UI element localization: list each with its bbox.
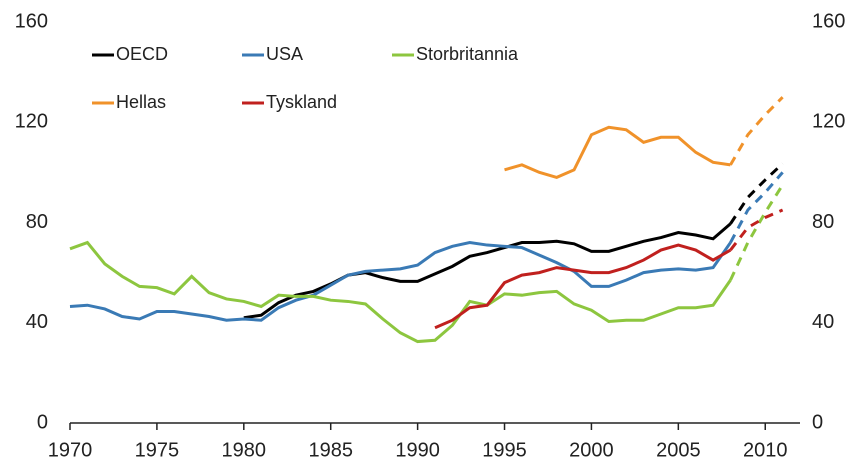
x-tick-label: 1980 [222, 439, 267, 461]
forecast-line [729, 208, 784, 251]
forecast-line [729, 171, 784, 244]
series-line [504, 125, 731, 179]
series-line [243, 222, 732, 320]
forecast-line [729, 184, 784, 281]
y2-tick-label: 40 [812, 311, 834, 333]
forecast-line [729, 162, 784, 225]
legend-label: Storbritannia [416, 44, 519, 64]
forecast-line [729, 96, 784, 166]
series-line [69, 241, 732, 322]
legend-label: Hellas [116, 92, 166, 112]
legend-label: OECD [116, 44, 168, 64]
legend-label: USA [266, 44, 303, 64]
y2-tick-label: 160 [812, 10, 845, 32]
y-tick-label: 0 [37, 411, 48, 433]
y2-tick-label: 0 [812, 411, 823, 433]
x-tick-label: 1995 [482, 439, 527, 461]
y-tick-label: 40 [26, 311, 48, 333]
x-tick-label: 1985 [308, 439, 353, 461]
series-line [434, 243, 732, 330]
y-tick-label: 160 [15, 10, 48, 32]
x-tick-label: 2000 [569, 439, 614, 461]
x-tick-label: 1970 [48, 439, 93, 461]
x-tick-label: 2010 [743, 439, 788, 461]
series-line [69, 240, 732, 344]
x-tick-label: 1975 [135, 439, 180, 461]
legend-label: Tyskland [266, 92, 337, 112]
y2-tick-label: 80 [812, 211, 834, 233]
x-tick-label: 2005 [656, 439, 701, 461]
x-tick-label: 1990 [395, 439, 440, 461]
y-tick-label: 120 [15, 111, 48, 133]
y2-tick-label: 120 [812, 111, 845, 133]
y-tick-label: 80 [26, 211, 48, 233]
